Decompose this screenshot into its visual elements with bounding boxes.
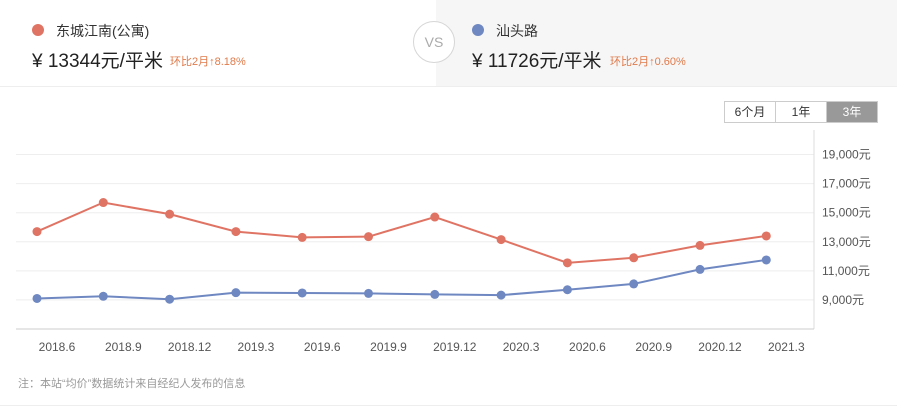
y-tick-label: 19,000元 <box>822 148 871 162</box>
bottom-divider <box>0 405 897 406</box>
x-tick-label: 2018.12 <box>168 340 212 354</box>
right-price: ¥ 11726元/平米 <box>472 51 602 72</box>
series-2-point <box>496 290 506 300</box>
range-3-years-button[interactable]: 3年 <box>826 102 877 122</box>
x-tick-label: 2019.3 <box>238 340 275 354</box>
x-tick-label: 2018.6 <box>39 340 76 354</box>
compare-right-panel: 汕头路 ¥ 11726元/平米 环比2月↑0.60% <box>436 0 897 86</box>
x-tick-label: 2020.12 <box>698 340 742 354</box>
vs-badge: VS <box>413 21 455 63</box>
series-2-point <box>761 255 771 265</box>
series-1-point <box>165 209 175 219</box>
y-tick-label: 15,000元 <box>822 206 871 220</box>
y-tick-label: 11,000元 <box>822 264 870 278</box>
range-1-year-button[interactable]: 1年 <box>775 102 826 122</box>
series-2-point <box>231 288 241 298</box>
x-tick-label: 2021.3 <box>768 340 805 354</box>
price-trend-chart: 9,000元 11,000元 13,000元 15,000元 17,000元 19,000… <box>16 130 871 354</box>
left-community-name: 东城江南(公寓) <box>56 23 150 39</box>
series-1-point <box>761 231 771 241</box>
series-2-point <box>364 288 373 298</box>
series-1-point <box>231 227 241 237</box>
series-1-point <box>695 240 705 250</box>
footnote: 注：本站“均价”数据统计来自经纪人发布的信息 <box>18 378 246 390</box>
x-tick-label: 2020.6 <box>569 340 606 354</box>
x-tick-label: 2020.9 <box>635 340 672 354</box>
series-1-point <box>32 227 42 237</box>
y-tick-label: 9,000元 <box>822 293 864 307</box>
series-2-point <box>695 264 705 274</box>
series-1-point <box>496 235 506 245</box>
left-series-dot <box>32 24 44 36</box>
series-2-point <box>297 288 307 298</box>
price-compare-header: 东城江南(公寓) ¥ 13344元/平米 环比2月↑8.18% 汕头路 ¥ 11… <box>0 0 897 87</box>
right-community-name: 汕头路 <box>496 23 538 39</box>
series-1-point <box>98 198 108 208</box>
series-2-point <box>32 293 42 303</box>
y-tick-label: 17,000元 <box>822 177 871 191</box>
x-tick-label: 2019.6 <box>304 340 341 354</box>
series-1-point <box>430 212 440 222</box>
right-series-dot <box>472 24 484 36</box>
series-2-point <box>98 291 108 301</box>
series-line-2 <box>36 258 767 301</box>
right-change: 环比2月↑0.60% <box>610 56 686 68</box>
range-6-months-button[interactable]: 6个月 <box>725 102 775 122</box>
x-tick-label: 2019.12 <box>433 340 477 354</box>
series-2-point <box>165 294 175 304</box>
y-tick-label: 13,000元 <box>822 235 871 249</box>
compare-left-panel: 东城江南(公寓) ¥ 13344元/平米 环比2月↑8.18% <box>0 0 436 86</box>
left-change: 环比2月↑8.18% <box>170 56 246 68</box>
series-1-point <box>297 232 307 242</box>
series-line-1 <box>36 201 767 264</box>
series-1-point <box>364 232 373 242</box>
series-1-point <box>629 253 639 263</box>
left-price: ¥ 13344元/平米 <box>32 51 163 72</box>
series-2-point <box>629 279 639 289</box>
series-2-point <box>430 289 440 299</box>
x-tick-label: 2020.3 <box>503 340 540 354</box>
series-1-point <box>562 258 572 268</box>
time-range-selector: 6个月 1年 3年 <box>724 101 878 123</box>
series-2-point <box>562 285 572 295</box>
x-tick-label: 2018.9 <box>105 340 142 354</box>
x-tick-label: 2019.9 <box>370 340 407 354</box>
